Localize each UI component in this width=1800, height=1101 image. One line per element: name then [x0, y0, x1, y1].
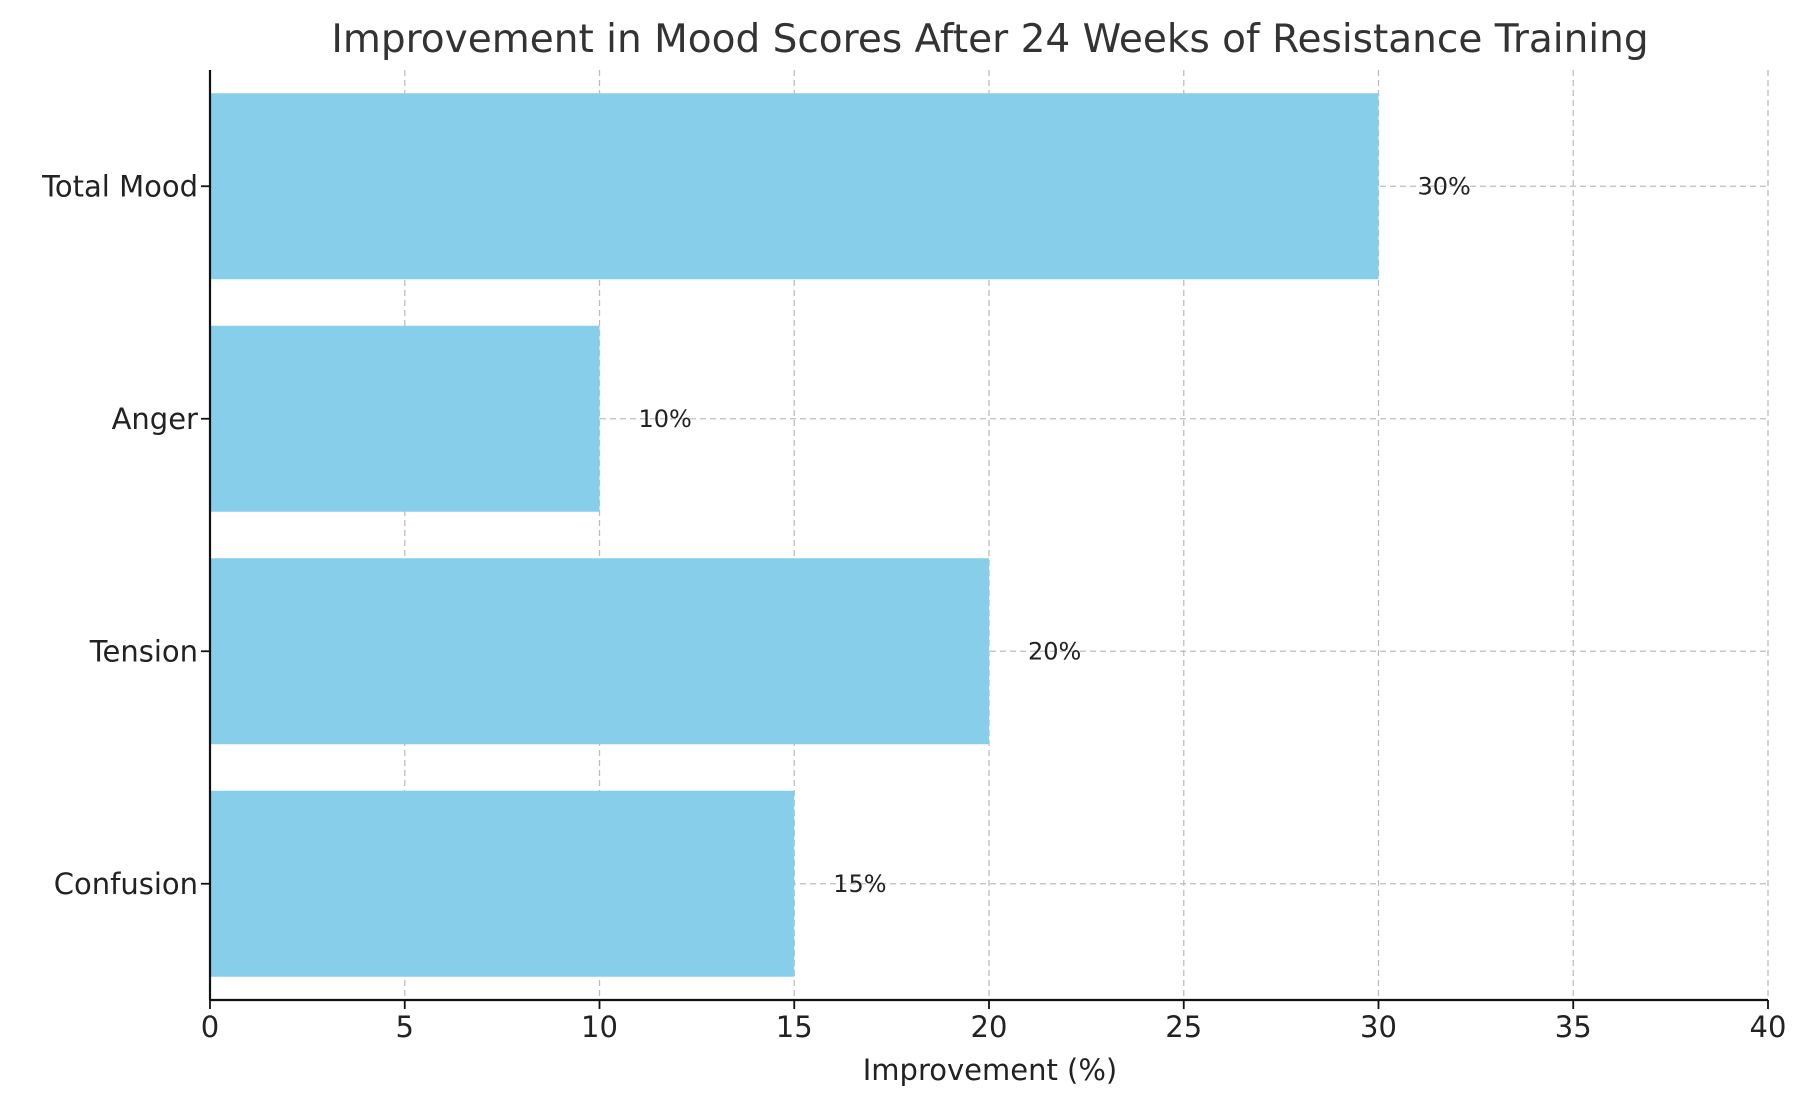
- data-label: 30%: [1417, 172, 1470, 200]
- y-tick-label: Confusion: [54, 867, 198, 901]
- data-label: 20%: [1028, 637, 1081, 665]
- y-tick-label: Total Mood: [41, 169, 198, 203]
- x-tick-label: 30: [1360, 1010, 1397, 1044]
- bar-total-mood: [210, 93, 1379, 280]
- bar-tension: [210, 558, 989, 745]
- x-tick-label: 10: [581, 1010, 618, 1044]
- y-tick-label: Anger: [112, 402, 198, 436]
- x-tick-label: 5: [396, 1010, 414, 1044]
- data-labels-layer: 15% 20% 10% 30%: [638, 172, 1470, 898]
- y-tick-label: Tension: [89, 634, 198, 668]
- bar-confusion: [210, 790, 795, 977]
- x-tick-label: 25: [1165, 1010, 1202, 1044]
- x-tick-label: 0: [201, 1010, 219, 1044]
- data-label: 15%: [833, 870, 886, 898]
- data-label: 10%: [638, 405, 691, 433]
- ticks-layer: 0 5 10 15 20 25 30 35 40 Confusion Tension Anger Tot…: [41, 169, 1786, 1044]
- chart-title: Improvement in Mood Scores After 24 Week…: [331, 17, 1648, 62]
- bar-anger: [210, 325, 600, 512]
- bars-layer: [210, 93, 1379, 977]
- x-tick-label: 20: [971, 1010, 1008, 1044]
- x-tick-label: 35: [1555, 1010, 1592, 1044]
- x-tick-label: 40: [1750, 1010, 1787, 1044]
- x-tick-label: 15: [776, 1010, 813, 1044]
- x-axis-label: Improvement (%): [863, 1053, 1118, 1087]
